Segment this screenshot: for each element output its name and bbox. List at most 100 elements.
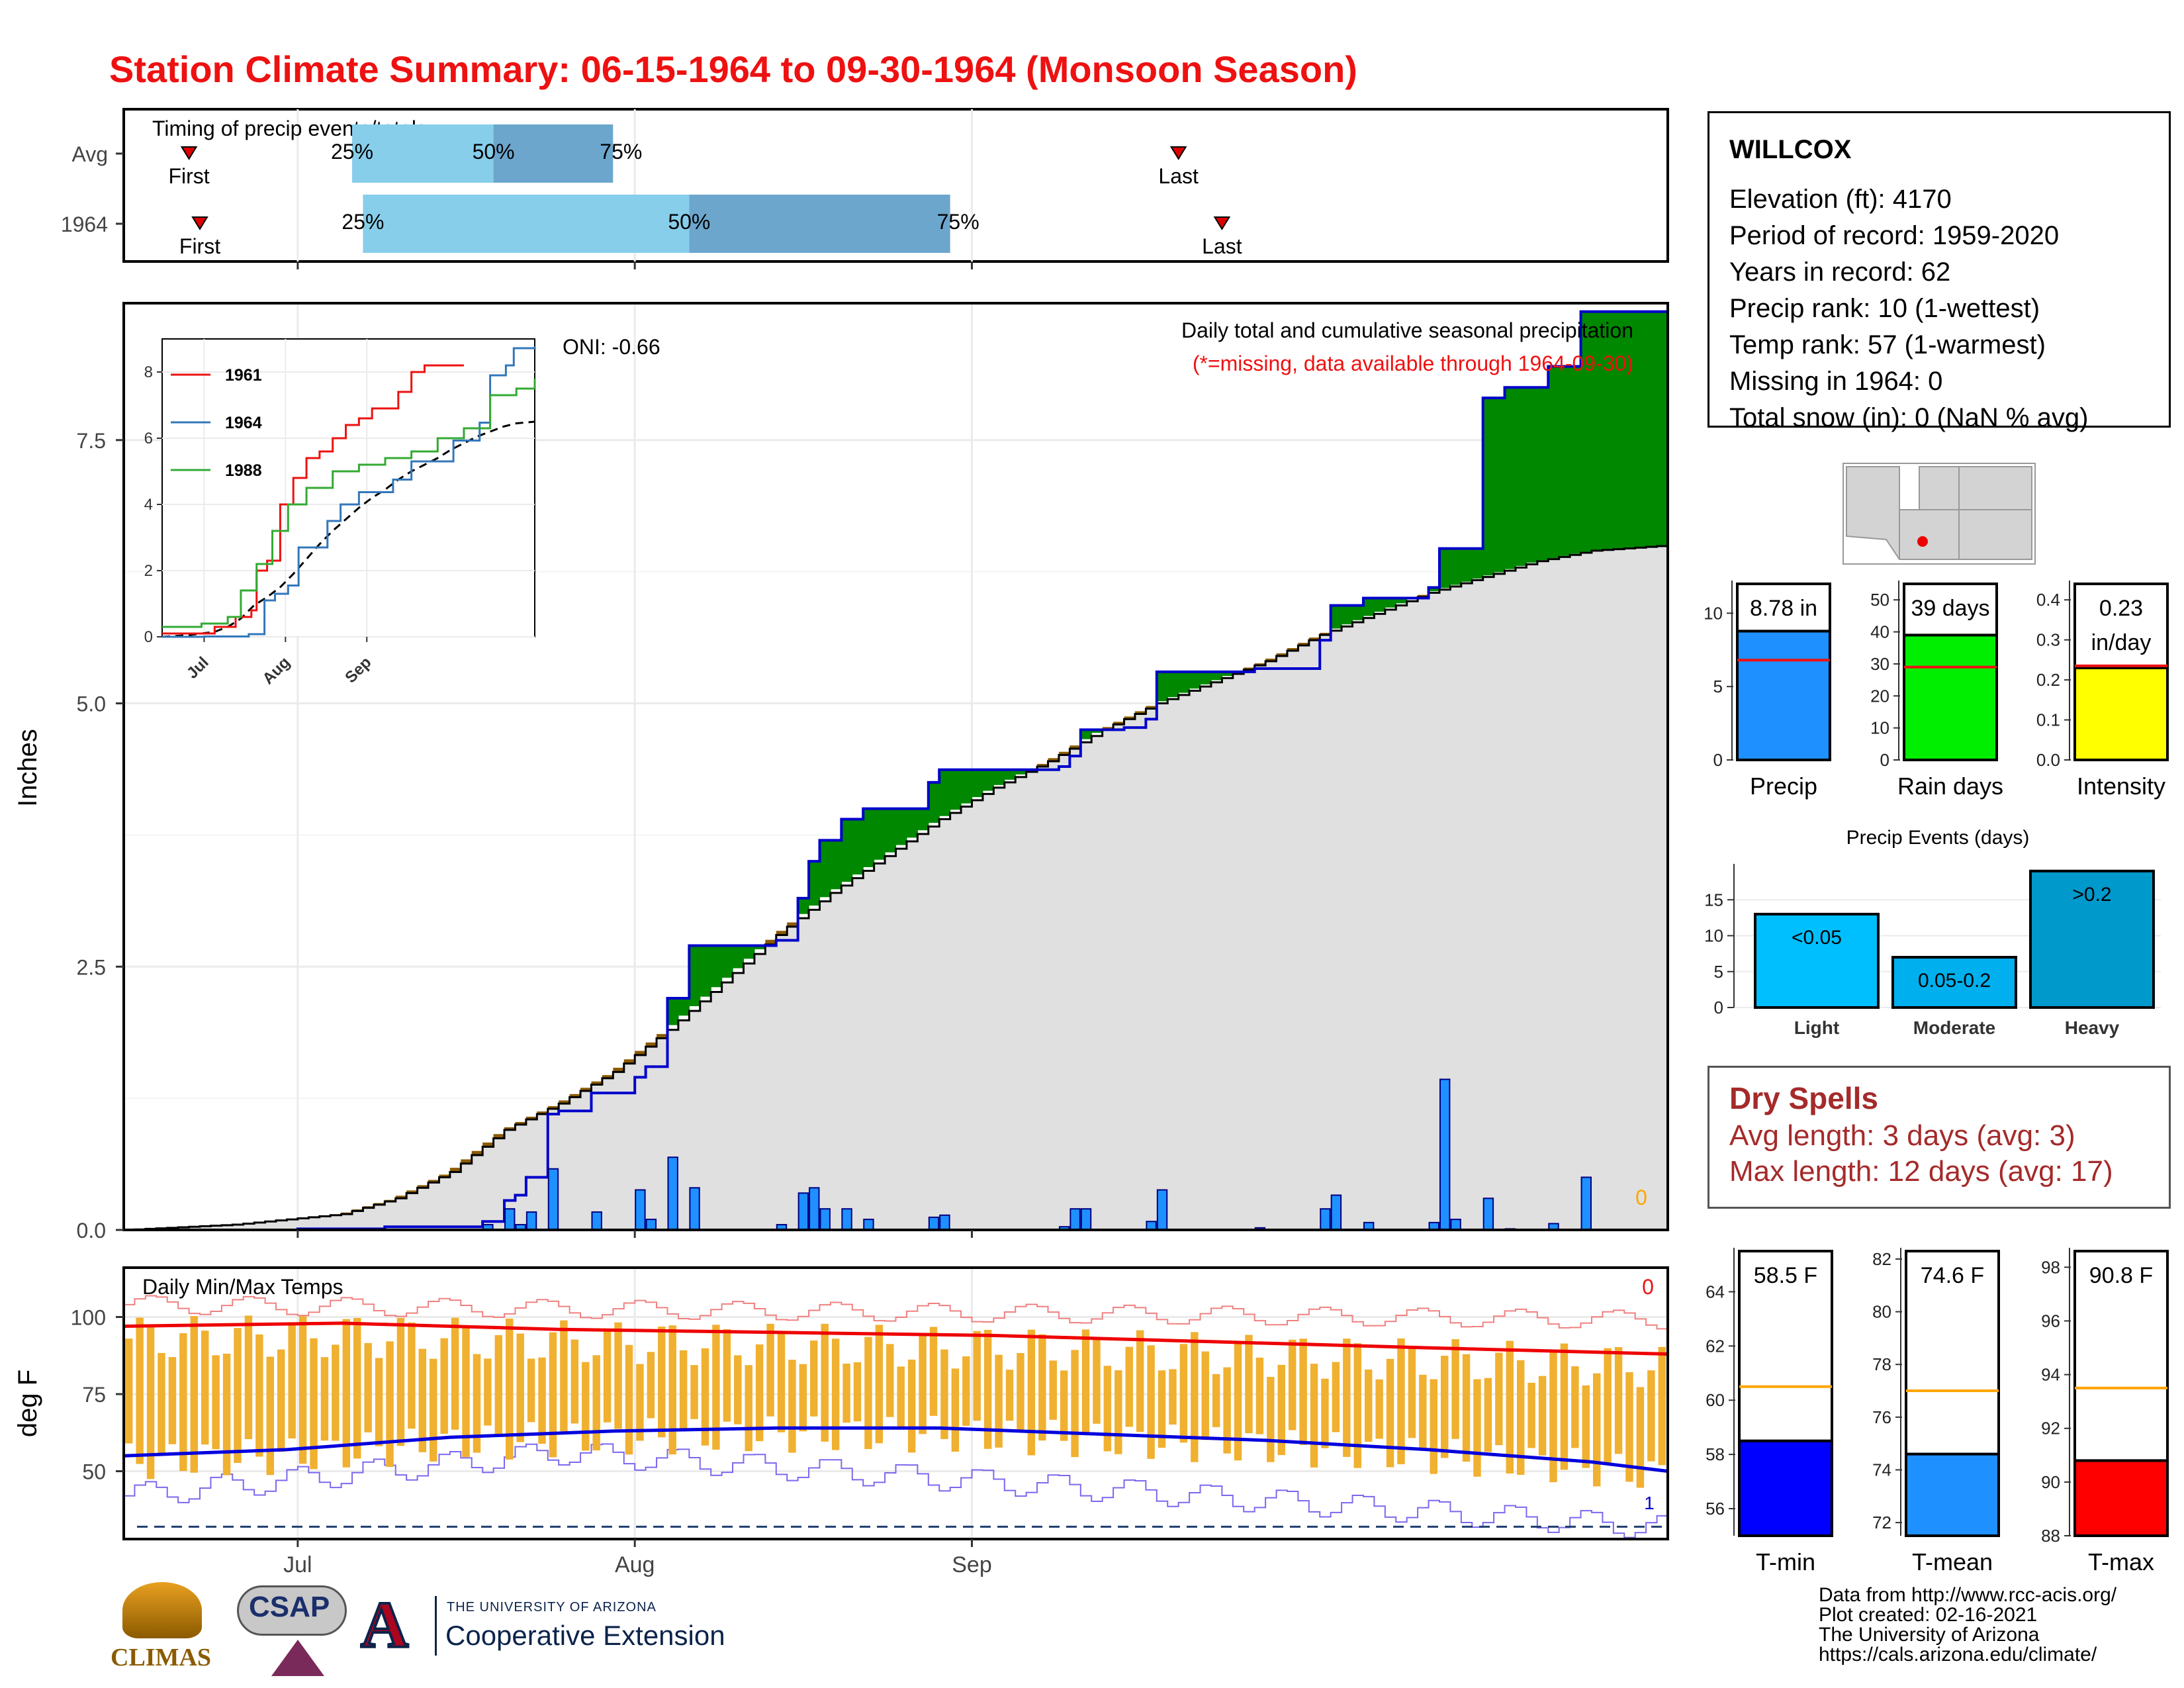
station-elevation: Elevation (ft): 4170: [1729, 185, 1952, 214]
precip-surplus-area: [1515, 387, 1527, 566]
temp-daily-bar: [1408, 1348, 1416, 1438]
precip-surplus-area: [1428, 587, 1440, 592]
temp-daily-bar: [951, 1368, 960, 1452]
temp-daily-bar: [364, 1342, 372, 1432]
summary-value-label: 39 days: [1911, 596, 1989, 621]
summary-y-tick-label: 64: [1706, 1282, 1725, 1301]
temp-daily-bar: [1169, 1369, 1177, 1425]
temp-daily-bar: [1538, 1376, 1547, 1456]
ua-name-text: THE UNIVERSITY OF ARIZONA: [447, 1600, 657, 1615]
timing-q75-label: 75%: [600, 140, 642, 164]
precip-surplus-area: [1526, 387, 1538, 563]
precip-surplus-area: [1091, 729, 1103, 733]
summary-y-tick-label: 82: [1872, 1249, 1891, 1269]
temp-low-count: 1: [1644, 1493, 1655, 1513]
inset-series-line: [162, 346, 536, 638]
precip-daily-bar: [1069, 1208, 1081, 1231]
summary-value-label: 90.8 F: [2089, 1263, 2153, 1288]
precip-surplus-area: [721, 945, 733, 978]
temp-daily-bar: [451, 1317, 459, 1430]
precip-daily-bar: [863, 1219, 874, 1231]
precip-surplus-area: [1396, 598, 1408, 604]
dry-spells-max: Max length: 12 days (avg: 17): [1729, 1155, 2113, 1188]
precip-surplus-area: [1080, 729, 1092, 739]
summary-bar-box: [2073, 1250, 2169, 1462]
precip-surplus-area: [1646, 311, 1658, 547]
temp-daily-bar: [1234, 1341, 1242, 1461]
summary-y-tick-label: 20: [1870, 686, 1889, 706]
temp-daily-bar: [222, 1353, 231, 1476]
precip-daily-bar: [819, 1208, 831, 1231]
summary-y-tick-label: 0.1: [2036, 710, 2060, 730]
precip-surplus-area: [1494, 398, 1506, 573]
temp-daily-bar: [810, 1340, 818, 1417]
month-x-tick-label: Jul: [283, 1552, 312, 1577]
ua-extension-text: Cooperative Extension: [445, 1620, 725, 1651]
temp-daily-bar: [1255, 1357, 1264, 1434]
summary-y-tick-label: 76: [1872, 1407, 1891, 1427]
timing-first-label: First: [168, 164, 209, 188]
temp-daily-bar: [919, 1333, 927, 1434]
temp-daily-bar: [1103, 1366, 1112, 1452]
temp-daily-bar: [1549, 1350, 1557, 1483]
precip-surplus-area: [1450, 548, 1462, 585]
temp-daily-bar: [440, 1338, 448, 1434]
precip-1964-cumulative-line: [124, 305, 1669, 1231]
precip-daily-bar: [1320, 1208, 1331, 1231]
temp-daily-bar: [1179, 1344, 1188, 1443]
precip-daily-bar: [1450, 1219, 1461, 1231]
temp-daily-bar: [1571, 1366, 1579, 1448]
timing-first-marker: [180, 146, 198, 160]
summary-y-tick-label: 90: [2041, 1472, 2060, 1492]
precip-deficit-area: [765, 939, 777, 946]
summary-bar-intensity: [2073, 666, 2169, 761]
precip-surplus-area: [733, 945, 745, 968]
temp-daily-bar: [136, 1317, 144, 1464]
precip-surplus-area: [1559, 366, 1570, 556]
timing-bar-q25-q50: [352, 124, 494, 183]
temp-daily-bar: [1158, 1370, 1166, 1448]
precip-header: Daily total and cumulative seasonal prec…: [1181, 318, 1633, 342]
csap-mountain-icon: [271, 1640, 324, 1676]
temp-daily-bar: [1245, 1335, 1253, 1434]
temp-daily-bar: [158, 1352, 165, 1454]
inset-avg-line: [161, 420, 535, 638]
temp-daily-bar: [1212, 1374, 1220, 1427]
precip-missing-count: 0: [1635, 1186, 1647, 1209]
temp-y-axis-label: deg F: [13, 1370, 42, 1437]
ua-a-mark-icon: A: [359, 1588, 410, 1662]
summary-category-label: Rain days: [1897, 773, 2003, 800]
temp-daily-bar: [1647, 1370, 1655, 1462]
station-missing: Missing in 1964: 0: [1729, 367, 1943, 396]
timing-q50-label: 50%: [668, 210, 710, 234]
events-bar-label: 0.05-0.2: [1918, 970, 1991, 992]
precip-surplus-area: [1591, 311, 1604, 551]
temp-daily-bar: [244, 1315, 253, 1440]
temp-daily-bar: [647, 1352, 655, 1419]
temp-y-tick-label: 75: [82, 1383, 106, 1407]
precip-surplus-area: [1461, 548, 1473, 582]
temp-daily-bar: [679, 1350, 688, 1430]
inset-series-line: [162, 364, 464, 635]
temp-daily-bar: [723, 1329, 731, 1422]
timing-row-label: Avg: [71, 142, 108, 166]
summary-y-tick-label: 10: [1704, 603, 1723, 623]
summary-y-tick-label: 0: [1713, 750, 1723, 770]
temp-daily-bar: [1516, 1360, 1525, 1476]
timing-last-marker: [1169, 146, 1187, 160]
precip-daily-bar: [591, 1211, 602, 1231]
precip-y-tick-label: 2.5: [77, 955, 106, 979]
precip-surplus-area: [678, 998, 690, 1016]
temp-daily-bar: [1495, 1352, 1503, 1446]
station-precip-rank: Precip rank: 10 (1-wettest): [1729, 294, 2040, 323]
temp-daily-bar: [255, 1334, 263, 1457]
dry-spells-title: Dry Spells: [1729, 1081, 1878, 1115]
temp-daily-bar: [462, 1327, 470, 1458]
temp-daily-bar: [473, 1354, 481, 1453]
temp-daily-bar: [1038, 1334, 1046, 1441]
temp-daily-bar: [506, 1318, 514, 1460]
precip-surplus-area: [1385, 598, 1396, 608]
precip-surplus-area: [1352, 605, 1364, 620]
summary-y-tick-label: 0.3: [2036, 630, 2060, 650]
temp-y-tick-label: 100: [71, 1306, 106, 1330]
